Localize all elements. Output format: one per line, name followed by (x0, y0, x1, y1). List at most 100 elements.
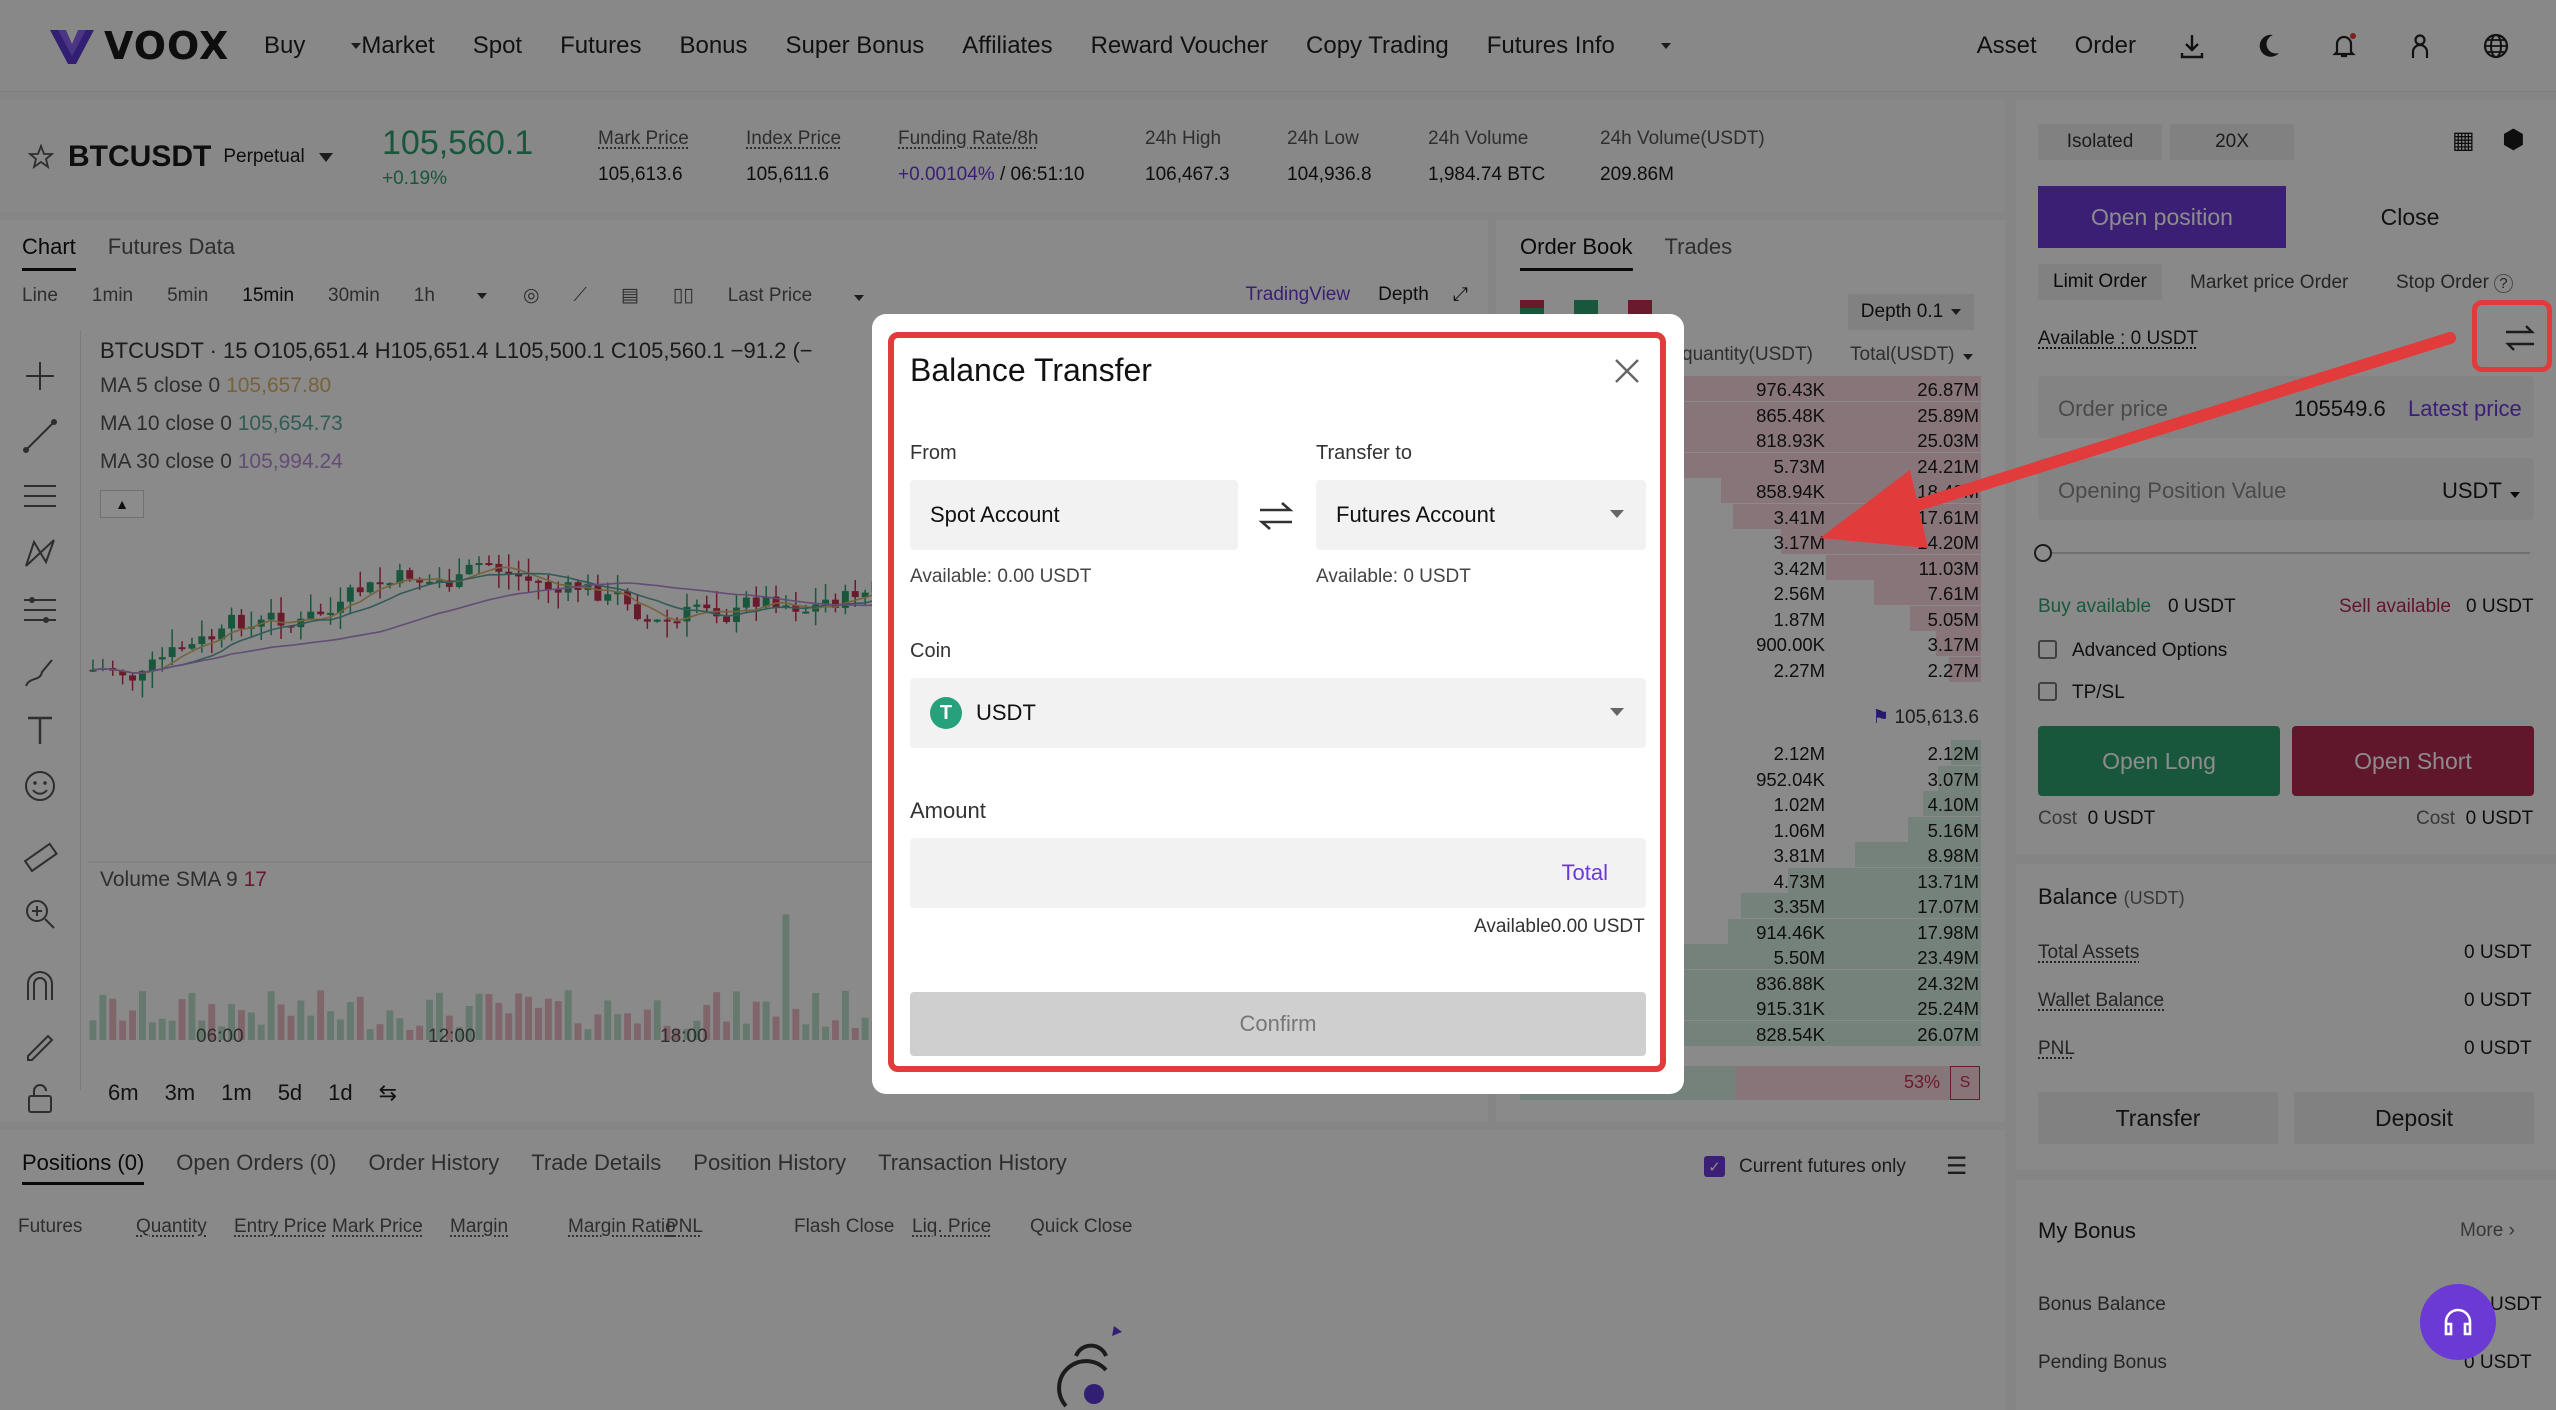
nav-market[interactable]: Market (361, 31, 435, 59)
chart-type-icon[interactable]: ⟋ (573, 284, 587, 306)
slider-handle[interactable] (2034, 544, 2052, 562)
interval-30min[interactable]: 30min (328, 284, 380, 306)
fib-tool-icon[interactable] (20, 592, 60, 632)
depth-tab[interactable]: Depth (1378, 284, 1429, 305)
bid-row[interactable]: 914.46K 17.98M (1496, 918, 2005, 945)
horizontal-lines-icon[interactable] (20, 476, 60, 516)
advanced-options-checkbox[interactable] (2038, 640, 2057, 659)
range-3m[interactable]: 3m (164, 1080, 196, 1105)
bid-row[interactable]: 3.35M 17.07M (1496, 893, 2005, 919)
ask-row[interactable]: 818.93K 25.03M (1496, 427, 2005, 453)
depth-select[interactable]: Depth 0.1 (1848, 294, 1974, 330)
interval-1h[interactable]: 1h (413, 284, 435, 306)
market-order-tab[interactable]: Market price Order (2190, 272, 2349, 293)
tradingview-tab[interactable]: TradingView (1245, 284, 1351, 305)
calculator-icon[interactable]: ▦ (2452, 127, 2475, 154)
tab-position-history[interactable]: Position History (693, 1150, 847, 1175)
settings-gear-icon[interactable]: ⬢ (2502, 124, 2525, 154)
tab-trades[interactable]: Trades (1664, 234, 1733, 259)
settings-doc-icon[interactable]: ▤ (620, 285, 639, 306)
ask-row[interactable]: 3.42M 11.03M (1496, 554, 2005, 581)
ask-row[interactable]: 900.00K 3.17M (1496, 631, 2005, 657)
position-unit-select[interactable]: USDT (2442, 478, 2520, 504)
confirm-button[interactable]: Confirm (910, 992, 1646, 1056)
bid-row[interactable]: 5.50M 23.49M (1496, 944, 2005, 970)
tab-transaction-history[interactable]: Transaction History (878, 1150, 1067, 1175)
interval-15min[interactable]: 15min (242, 284, 295, 306)
range-1m[interactable]: 1m (221, 1080, 252, 1105)
nav-copy-trading[interactable]: Copy Trading (1306, 31, 1449, 59)
collapse-legend-button[interactable]: ▲ (100, 490, 144, 518)
stop-order-tab[interactable]: Stop Order ? (2396, 272, 2513, 294)
brand-logo[interactable]: VOOX (48, 24, 238, 68)
current-futures-filter[interactable]: ✓ Current futures only ☰ (1704, 1152, 1967, 1181)
bid-row[interactable]: 915.31K 25.24M (1496, 995, 2005, 1021)
close-icon[interactable] (1612, 356, 1642, 386)
from-account-select[interactable]: Spot Account (910, 480, 1238, 550)
to-account-select[interactable]: Futures Account (1316, 480, 1646, 550)
ruler-icon[interactable] (20, 838, 60, 878)
open-position-tab[interactable]: Open position (2038, 186, 2286, 248)
nav-bonus[interactable]: Bonus (679, 31, 748, 59)
nav-spot[interactable]: Spot (472, 31, 523, 59)
tab-order-book[interactable]: Order Book (1520, 234, 1633, 271)
swap-accounts-icon[interactable] (1256, 498, 1296, 534)
pattern-tool-icon[interactable] (20, 534, 60, 574)
bid-row[interactable]: 952.04K 3.07M (1496, 765, 2005, 792)
leverage-select[interactable]: 20X (2170, 124, 2294, 160)
book-asks-icon[interactable] (1628, 300, 1652, 316)
tab-futures-data[interactable]: Futures Data (107, 234, 235, 259)
emoji-icon[interactable] (20, 766, 60, 806)
bid-row[interactable]: 3.81M 8.98M (1496, 842, 2005, 868)
limit-order-tab[interactable]: Limit Order (2038, 264, 2162, 300)
bid-row[interactable]: 836.88K 24.32M (1496, 969, 2005, 996)
tab-positions-0[interactable]: Positions (0) (22, 1150, 145, 1185)
interval-5min[interactable]: 5min (167, 284, 209, 306)
customer-support-button[interactable] (2420, 1284, 2496, 1360)
lock-icon[interactable] (20, 1078, 60, 1118)
price-type-select[interactable]: Last Price (728, 285, 898, 307)
ask-row[interactable]: 2.27M 2.27M (1496, 656, 2005, 683)
margin-mode-select[interactable]: Isolated (2038, 124, 2162, 160)
favorite-star-icon[interactable] (28, 144, 54, 170)
book-both-icon[interactable] (1520, 300, 1544, 316)
deposit-button[interactable]: Deposit (2294, 1092, 2534, 1144)
notification-bell-icon[interactable] (2324, 26, 2364, 66)
interval-1min[interactable]: 1min (91, 284, 134, 306)
interval-line[interactable]: Line (22, 284, 58, 306)
language-globe-icon[interactable] (2476, 26, 2516, 66)
interval-more-chevron-icon[interactable] (476, 292, 487, 299)
trend-line-icon[interactable] (20, 416, 60, 456)
position-slider[interactable] (2046, 552, 2530, 554)
bid-row[interactable]: 2.12M 2.12M (1496, 740, 2005, 766)
ask-row[interactable]: 1.87M 5.05M (1496, 605, 2005, 632)
download-icon[interactable] (2172, 26, 2212, 66)
bid-row[interactable]: 4.73M 13.71M (1496, 867, 2005, 894)
open-long-button[interactable]: Open Long (2038, 726, 2280, 796)
candle-style-icon[interactable]: ▯▯ (672, 285, 694, 306)
nav-futures-info[interactable]: Futures Info (1486, 31, 1615, 59)
ask-row[interactable]: 5.73M 24.21M (1496, 452, 2005, 479)
bonus-more-link[interactable]: More › (2460, 1220, 2515, 1241)
fullscreen-icon[interactable]: ⤢ (1452, 284, 1468, 305)
nav-reward-voucher[interactable]: Reward Voucher (1090, 31, 1269, 59)
nav-affiliates[interactable]: Affiliates (962, 31, 1053, 59)
nav-super-bonus[interactable]: Super Bonus (785, 31, 925, 59)
bid-row[interactable]: 1.06M 5.16M (1496, 816, 2005, 843)
open-short-button[interactable]: Open Short (2292, 726, 2534, 796)
range-6m[interactable]: 6m (108, 1080, 139, 1105)
nav-asset[interactable]: Asset (1976, 32, 2037, 59)
zoom-icon[interactable] (20, 894, 60, 934)
tab-chart[interactable]: Chart (22, 234, 76, 271)
symbol-selector[interactable]: BTCUSDT Perpetual (28, 140, 333, 174)
text-tool-icon[interactable] (20, 710, 60, 750)
close-position-tab[interactable]: Close (2380, 203, 2440, 230)
dark-mode-icon[interactable] (2248, 26, 2288, 66)
goto-date-icon[interactable]: ⇆ (378, 1080, 398, 1105)
coin-select[interactable]: T USDT (910, 678, 1646, 748)
book-bids-icon[interactable] (1574, 300, 1598, 316)
tab-open-orders-0[interactable]: Open Orders (0) (176, 1150, 337, 1175)
range-5d[interactable]: 5d (277, 1080, 303, 1105)
lock-drawing-icon[interactable] (20, 1024, 60, 1064)
latest-price-button[interactable]: Latest price (2408, 396, 2522, 421)
